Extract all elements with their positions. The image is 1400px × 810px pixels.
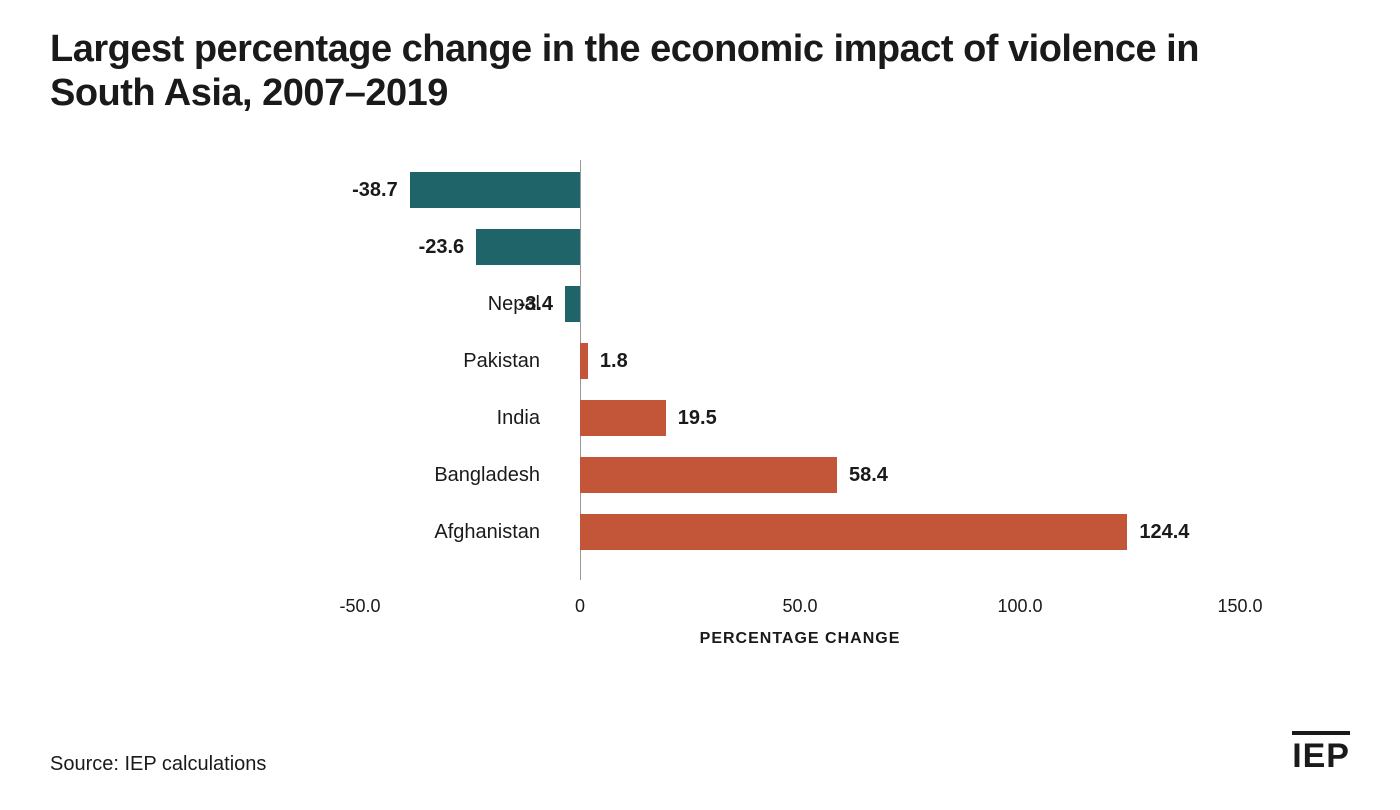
iep-logo: IEP xyxy=(1292,731,1350,776)
bar xyxy=(410,172,580,208)
category-label: Pakistan xyxy=(360,343,540,379)
x-tick: -50.0 xyxy=(339,596,380,617)
bar xyxy=(476,229,580,265)
bar xyxy=(580,343,588,379)
source-text: Source: IEP calculations xyxy=(50,753,266,776)
x-tick: 150.0 xyxy=(1217,596,1262,617)
bar xyxy=(565,286,580,322)
bar xyxy=(580,457,837,493)
bar xyxy=(580,400,666,436)
value-label: 19.5 xyxy=(678,400,717,436)
bar-row: Sri Lanka-38.7 xyxy=(360,172,1240,208)
category-label: India xyxy=(360,400,540,436)
category-label: Bangladesh xyxy=(360,457,540,493)
bar-row: India 19.5 xyxy=(360,400,1240,436)
value-label: -23.6 xyxy=(419,229,465,265)
bar-row: Bangladesh 58.4 xyxy=(360,457,1240,493)
bar-row: Nepal-3.4 xyxy=(360,286,1240,322)
value-label: -38.7 xyxy=(352,172,398,208)
value-label: 58.4 xyxy=(849,457,888,493)
x-tick: 100.0 xyxy=(997,596,1042,617)
category-label: Nepal xyxy=(360,286,540,322)
bar-row: Pakistan 1.8 xyxy=(360,343,1240,379)
value-label: 1.8 xyxy=(600,343,628,379)
plot-region: Sri Lanka-38.7 Bhutan-23.6 Nepal-3.4 Pakist… xyxy=(360,160,1240,580)
bar xyxy=(580,514,1127,550)
bar-row: Bhutan-23.6 xyxy=(360,229,1240,265)
value-label: 124.4 xyxy=(1139,514,1189,550)
category-label: Afghanistan xyxy=(360,514,540,550)
chart-title: Largest percentage change in the economi… xyxy=(50,28,1310,115)
chart-area: Sri Lanka-38.7 Bhutan-23.6 Nepal-3.4 Pakist… xyxy=(160,160,1260,640)
bar-row: Afghanistan 124.4 xyxy=(360,514,1240,550)
x-axis-title: PERCENTAGE CHANGE xyxy=(360,630,1240,648)
value-label: -3.4 xyxy=(519,286,553,322)
x-tick: 50.0 xyxy=(782,596,817,617)
x-tick: 0 xyxy=(575,596,585,617)
